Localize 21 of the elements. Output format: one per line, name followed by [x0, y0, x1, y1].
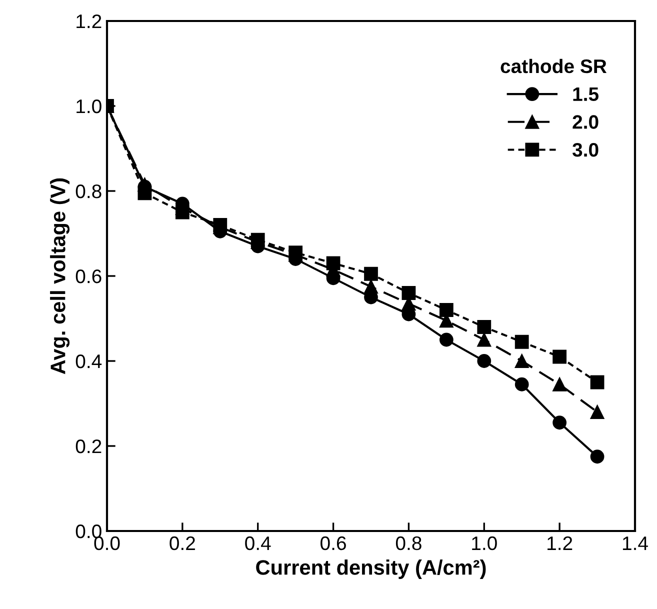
x-tick-label: 1.4 [622, 536, 648, 550]
legend-title: cathode SR [500, 58, 607, 74]
y-tick-label: 1.2 [76, 14, 102, 28]
x-axis-title: Current density (A/cm²) [256, 560, 486, 579]
x-tick-label: 0.4 [245, 536, 271, 550]
y-tick-label: 0.2 [76, 439, 102, 454]
x-tick-label: 0.0 [94, 536, 120, 550]
x-tick-label: 1.0 [472, 536, 497, 550]
x-tick-label: 0.8 [396, 536, 422, 550]
x-tick-label: 1.2 [548, 536, 572, 550]
y-axis-title: Avg. cell voltage (V) [50, 178, 70, 374]
y-tick-label: 0.8 [76, 184, 102, 198]
y-tick-label: 0.0 [76, 524, 102, 538]
legend-label: 2.0 [572, 115, 598, 129]
y-tick-label: 1.0 [76, 99, 102, 114]
y-tick-label: 0.4 [76, 354, 102, 368]
legend-label: 1.5 [573, 87, 599, 102]
x-tick-label: 0.6 [320, 536, 346, 550]
legend-label: 3.0 [572, 142, 598, 157]
y-tick-label: 0.6 [76, 269, 102, 284]
x-tick-label: 0.2 [170, 536, 195, 550]
